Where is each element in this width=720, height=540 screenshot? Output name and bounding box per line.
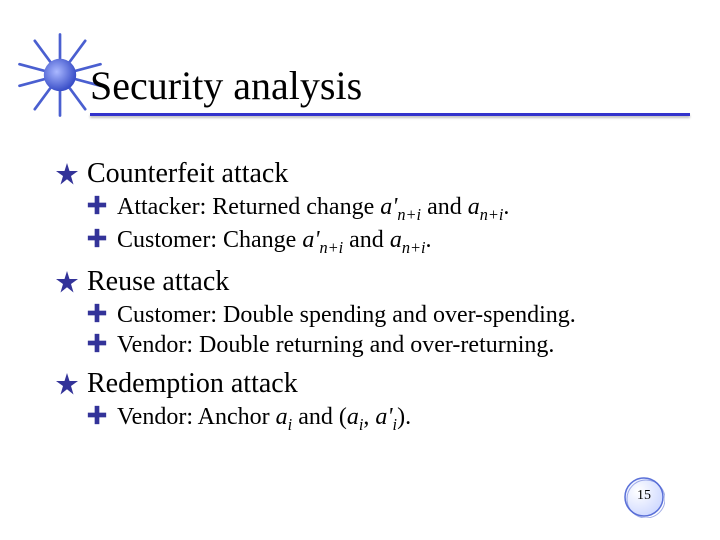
section-heading-text: Redemption attack (87, 368, 298, 399)
item-sub: n+i (319, 238, 343, 257)
page-number-badge: 15 (623, 476, 665, 518)
section-heading: Redemption attack (55, 368, 680, 400)
slide-content: Counterfeit attack Attacker: Returned ch… (55, 150, 680, 436)
item-var: a (468, 194, 480, 220)
item-var: a (347, 404, 359, 430)
list-item: Customer: Double spending and over-spend… (87, 300, 680, 330)
item-sub: n+i (402, 238, 426, 257)
item-var: a' (302, 227, 319, 253)
item-text-mid: and ( (292, 404, 347, 430)
item-text-pre: Attacker: Returned change (117, 194, 380, 220)
page-number-text: 15 (623, 488, 665, 504)
star-bullet-icon (55, 270, 79, 294)
item-text-mid2: , (363, 404, 375, 430)
title-block: Security analysis (90, 62, 690, 116)
list-item: Vendor: Double returning and over-return… (87, 330, 680, 360)
item-text: Customer: Double spending and over-spend… (117, 302, 576, 328)
star-bullet-icon (55, 162, 79, 186)
list-item: Vendor: Anchor ai and (ai, a'i). (87, 402, 680, 435)
cross-bullet-icon (87, 333, 107, 353)
star-bullet-icon (55, 372, 79, 396)
title-underline (90, 113, 690, 116)
cross-bullet-icon (87, 228, 107, 248)
cross-bullet-icon (87, 195, 107, 215)
item-var: a' (375, 404, 392, 430)
item-var: a' (380, 194, 397, 220)
section-heading-text: Counterfeit attack (87, 158, 288, 189)
item-text-post: . (426, 227, 432, 253)
list-item: Customer: Change a'n+i and an+i. (87, 225, 680, 258)
item-sub: n+i (397, 205, 421, 224)
cross-bullet-icon (87, 303, 107, 323)
item-text-post: ). (397, 404, 411, 430)
item-text-mid: and (343, 227, 390, 253)
item-text-pre: Vendor: Anchor (117, 404, 276, 430)
item-var: a (276, 404, 288, 430)
section-heading: Reuse attack (55, 266, 680, 298)
item-text: Vendor: Double returning and over-return… (117, 332, 554, 358)
section-heading: Counterfeit attack (55, 158, 680, 190)
item-text-pre: Customer: Change (117, 227, 302, 253)
cross-bullet-icon (87, 405, 107, 425)
section-heading-text: Reuse attack (87, 266, 229, 297)
list-item: Attacker: Returned change a'n+i and an+i… (87, 192, 680, 225)
item-text-post: . (503, 194, 509, 220)
item-sub: n+i (480, 205, 504, 224)
item-var: a (390, 227, 402, 253)
item-text-mid: and (421, 194, 468, 220)
slide-title: Security analysis (90, 62, 690, 113)
